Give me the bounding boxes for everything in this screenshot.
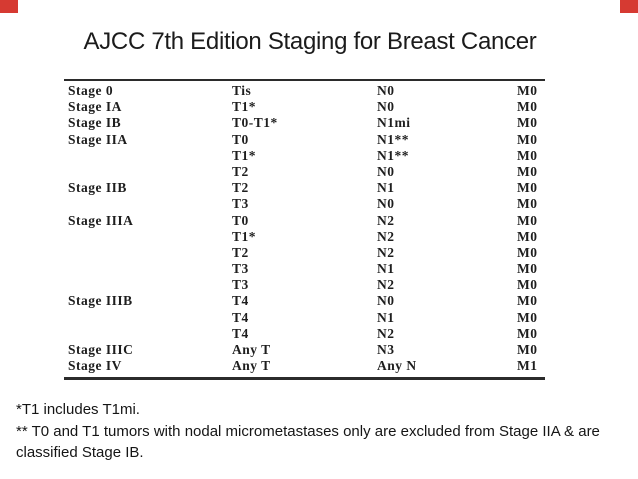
n-cell: N1mi xyxy=(377,115,411,131)
footnote-t1: *T1 includes T1mi. xyxy=(16,401,140,418)
m-cell: M0 xyxy=(517,342,538,357)
m-cell: M0 xyxy=(517,83,538,98)
n-cell: N2 xyxy=(377,325,395,341)
t-cell: T4 xyxy=(232,309,249,325)
t-cell: T4 xyxy=(232,293,249,309)
stage-cell: Stage IV xyxy=(68,358,122,374)
table-row: Stage 0 Tis N0 M0 xyxy=(64,83,545,99)
n-cell: N0 xyxy=(377,293,395,309)
n-cell: N2 xyxy=(377,228,395,244)
footnote-micrometastases: ** T0 and T1 tumors with nodal micrometa… xyxy=(16,422,600,462)
m-cell: M0 xyxy=(517,277,538,293)
red-corner-mark-top-left xyxy=(0,0,18,13)
table-row: Stage IA T1* N0 M0 xyxy=(64,99,545,115)
table-row: Stage IIA T0 N1** M0 xyxy=(64,132,545,148)
stage-cell: Stage IB xyxy=(68,115,122,131)
m-cell: M0 xyxy=(517,325,538,341)
table-row: T4 N2 M0 xyxy=(64,326,545,342)
n-cell: N1** xyxy=(377,147,409,163)
m-cell: M0 xyxy=(517,228,538,244)
stage-cell: Stage IIIC xyxy=(68,342,134,357)
m-cell: M0 xyxy=(517,261,538,277)
n-cell: N2 xyxy=(377,244,395,260)
n-cell: N0 xyxy=(377,99,395,115)
t-cell: T3 xyxy=(232,277,249,293)
t-cell: T1* xyxy=(232,147,257,163)
stage-cell: Stage IIA xyxy=(68,131,128,147)
stage-cell: Stage IIB xyxy=(68,180,127,196)
n-cell: Any N xyxy=(377,358,417,374)
table-row: T3 N2 M0 xyxy=(64,277,545,293)
n-cell: N2 xyxy=(377,277,395,293)
t-cell: T2 xyxy=(232,163,249,179)
table-row: T1* N2 M0 xyxy=(64,229,545,245)
table-row: T2 N0 M0 xyxy=(64,164,545,180)
t-cell: T4 xyxy=(232,325,249,341)
footnotes: *T1 includes T1mi. ** T0 and T1 tumors w… xyxy=(16,399,621,464)
table-row: Stage IIIC Any T N3 M0 xyxy=(64,342,545,358)
t-cell: T0-T1* xyxy=(232,115,278,131)
m-cell: M0 xyxy=(517,147,538,163)
table-row: Stage IB T0-T1* N1mi M0 xyxy=(64,115,545,131)
table-row: T2 N2 M0 xyxy=(64,245,545,261)
red-corner-mark-top-right xyxy=(620,0,638,13)
table-row: T3 N1 M0 xyxy=(64,261,545,277)
n-cell: N1** xyxy=(377,131,409,147)
n-cell: N1 xyxy=(377,309,395,325)
n-cell: N2 xyxy=(377,212,395,228)
m-cell: M0 xyxy=(517,163,538,179)
n-cell: N1 xyxy=(377,261,395,277)
m-cell: M0 xyxy=(517,99,538,115)
t-cell: T0 xyxy=(232,131,249,147)
table-row: T4 N1 M0 xyxy=(64,310,545,326)
t-cell: T1* xyxy=(232,228,257,244)
stage-cell: Stage IA xyxy=(68,99,122,115)
stage-cell: Stage 0 xyxy=(68,83,114,98)
t-cell: Any T xyxy=(232,342,271,357)
m-cell: M0 xyxy=(517,293,538,309)
stage-cell: Stage IIIA xyxy=(68,212,134,228)
m-cell: M0 xyxy=(517,196,538,212)
n-cell: N0 xyxy=(377,83,395,98)
m-cell: M0 xyxy=(517,131,538,147)
m-cell: M0 xyxy=(517,244,538,260)
m-cell: M0 xyxy=(517,180,538,196)
n-cell: N3 xyxy=(377,342,395,357)
t-cell: T3 xyxy=(232,196,249,212)
table-row: Stage IIIB T4 N0 M0 xyxy=(64,293,545,309)
n-cell: N1 xyxy=(377,180,395,196)
n-cell: N0 xyxy=(377,163,395,179)
t-cell: Tis xyxy=(232,83,252,98)
m-cell: M0 xyxy=(517,212,538,228)
t-cell: T2 xyxy=(232,244,249,260)
slide-title: AJCC 7th Edition Staging for Breast Canc… xyxy=(83,28,537,55)
staging-table: Stage 0 Tis N0 M0 Stage IA T1* N0 M0 Stage IB T0-… xyxy=(64,79,545,381)
m-cell: M0 xyxy=(517,309,538,325)
stage-cell: Stage IIIB xyxy=(68,293,133,309)
table-row: T3 N0 M0 xyxy=(64,196,545,212)
t-cell: Any T xyxy=(232,358,271,374)
t-cell: T2 xyxy=(232,180,249,196)
t-cell: T3 xyxy=(232,261,249,277)
m-cell: M0 xyxy=(517,115,538,131)
table-row: Stage IV Any T Any N M1 xyxy=(64,358,545,374)
m-cell: M1 xyxy=(517,358,538,374)
table-row: Stage IIB T2 N1 M0 xyxy=(64,180,545,196)
table-row: T1* N1** M0 xyxy=(64,148,545,164)
table-row: Stage IIIA T0 N2 M0 xyxy=(64,213,545,229)
t-cell: T1* xyxy=(232,99,257,115)
n-cell: N0 xyxy=(377,196,395,212)
t-cell: T0 xyxy=(232,212,249,228)
